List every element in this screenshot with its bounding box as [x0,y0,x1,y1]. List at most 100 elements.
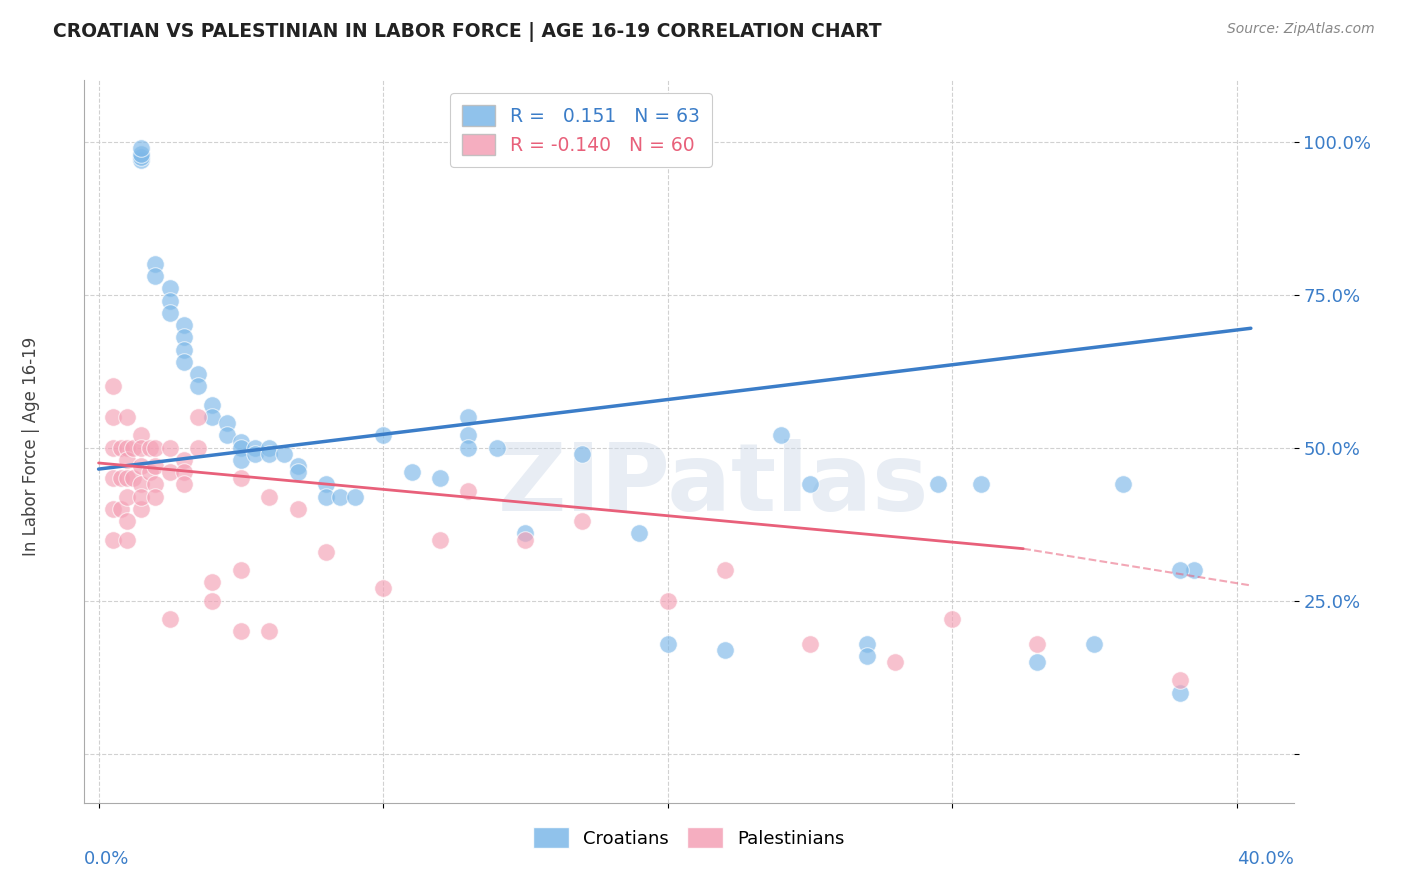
Point [1112,477,1135,491]
Point [315,477,337,491]
Point [101,441,124,455]
Text: 0.0%: 0.0% [84,850,129,868]
Point [201,410,224,425]
Point [713,563,735,577]
Point [115,441,138,455]
Point [713,642,735,657]
Point [201,575,224,590]
Point [115,410,138,425]
Point [145,458,167,473]
Point [315,490,337,504]
Point [173,355,195,369]
Point [229,441,252,455]
Point [187,441,209,455]
Point [115,471,138,485]
Point [515,526,537,541]
Point [129,146,152,161]
Point [229,434,252,449]
Point [101,502,124,516]
Point [941,612,963,626]
Point [115,453,138,467]
Point [457,428,479,442]
Point [145,441,167,455]
Point [173,343,195,357]
Point [159,465,181,479]
Point [159,612,181,626]
Point [371,582,394,596]
Point [571,447,593,461]
Point [173,465,195,479]
Point [115,490,138,504]
Text: Source: ZipAtlas.com: Source: ZipAtlas.com [1227,22,1375,37]
Point [115,533,138,547]
Point [145,477,167,491]
Point [129,477,152,491]
Text: In Labor Force | Age 16-19: In Labor Force | Age 16-19 [22,336,39,556]
Point [229,453,252,467]
Point [969,477,991,491]
Point [371,428,394,442]
Point [229,563,252,577]
Point [201,593,224,607]
Point [110,441,132,455]
Point [187,379,209,393]
Point [173,318,195,333]
Point [159,306,181,320]
Point [770,428,793,442]
Point [215,428,238,442]
Point [273,447,295,461]
Point [657,637,679,651]
Point [159,281,181,295]
Point [173,453,195,467]
Point [173,477,195,491]
Point [855,637,877,651]
Point [799,477,821,491]
Point [457,483,479,498]
Point [243,441,266,455]
Point [1168,563,1191,577]
Point [315,545,337,559]
Point [201,398,224,412]
Point [927,477,949,491]
Point [287,502,309,516]
Point [139,441,162,455]
Point [121,441,143,455]
Point [628,526,651,541]
Point [101,410,124,425]
Point [145,257,167,271]
Point [101,533,124,547]
Text: ZIPatlas: ZIPatlas [498,439,929,531]
Point [1168,673,1191,688]
Point [110,471,132,485]
Point [159,441,181,455]
Point [229,624,252,639]
Point [129,428,152,442]
Point [429,471,451,485]
Point [129,490,152,504]
Point [159,293,181,308]
Point [101,379,124,393]
Point [173,330,195,344]
Point [215,416,238,430]
Point [855,648,877,663]
Point [145,269,167,284]
Point [115,514,138,528]
Point [515,533,537,547]
Point [129,153,152,167]
Point [571,514,593,528]
Point [229,471,252,485]
Point [457,410,479,425]
Point [884,655,907,669]
Point [121,471,143,485]
Point [187,410,209,425]
Point [187,367,209,381]
Point [401,465,423,479]
Point [657,593,679,607]
Point [1026,655,1049,669]
Point [485,441,508,455]
Point [457,441,479,455]
Point [129,441,152,455]
Point [1083,637,1105,651]
Point [110,502,132,516]
Legend: Croatians, Palestinians: Croatians, Palestinians [526,820,852,855]
